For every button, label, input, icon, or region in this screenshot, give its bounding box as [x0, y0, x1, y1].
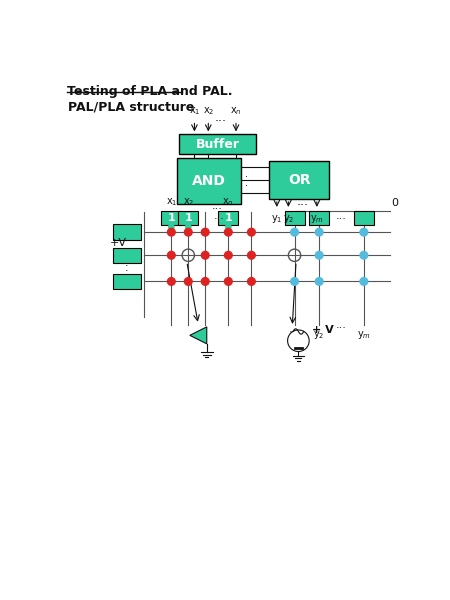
Text: + V: + V [312, 325, 334, 335]
Bar [284, 211, 305, 225]
Text: Testing of PLA and PAL.: Testing of PLA and PAL. [67, 85, 232, 98]
Circle shape [288, 249, 301, 262]
Circle shape [201, 229, 209, 236]
Text: y$_2$: y$_2$ [283, 213, 294, 225]
Text: x$_2$: x$_2$ [183, 196, 194, 208]
Text: 1: 1 [184, 213, 192, 223]
Text: x$_n$: x$_n$ [222, 196, 234, 208]
Circle shape [248, 229, 255, 236]
Circle shape [291, 278, 298, 285]
Text: AND: AND [192, 175, 225, 188]
Polygon shape [190, 327, 207, 344]
Text: OR: OR [288, 173, 310, 187]
Bar [113, 274, 140, 289]
Circle shape [201, 251, 209, 259]
Circle shape [182, 249, 194, 262]
Bar [113, 248, 140, 263]
Bar [178, 211, 198, 225]
Text: .: . [245, 178, 248, 188]
Text: 1: 1 [167, 213, 175, 223]
Text: .: . [245, 173, 248, 184]
Circle shape [315, 229, 323, 236]
Circle shape [291, 229, 298, 236]
Text: ...: ... [212, 201, 222, 211]
Text: ...: ... [215, 110, 227, 124]
Circle shape [360, 251, 368, 259]
Text: x$_2$: x$_2$ [202, 105, 214, 116]
Text: y$_m$: y$_m$ [310, 213, 324, 225]
Text: x$_1$: x$_1$ [166, 196, 177, 208]
Text: x$_1$: x$_1$ [189, 105, 200, 116]
Bar [161, 211, 181, 225]
Bar [113, 224, 140, 240]
Text: .: . [125, 263, 129, 272]
Circle shape [167, 229, 175, 236]
Bar [179, 134, 256, 154]
Text: .: . [125, 258, 129, 268]
Circle shape [225, 251, 232, 259]
Text: .: . [245, 169, 248, 179]
Circle shape [248, 278, 255, 285]
Text: ...: ... [214, 211, 225, 221]
Text: x$_n$: x$_n$ [230, 105, 242, 116]
Bar [354, 211, 374, 225]
Text: ...: ... [297, 195, 309, 208]
Text: ...: ... [336, 211, 347, 221]
Circle shape [184, 278, 192, 285]
Circle shape [315, 278, 323, 285]
Circle shape [184, 229, 192, 236]
Text: y$_m$: y$_m$ [357, 329, 371, 341]
Circle shape [315, 251, 323, 259]
Circle shape [169, 224, 174, 229]
Bar [218, 211, 239, 225]
Circle shape [225, 278, 232, 285]
Text: ...: ... [336, 320, 347, 329]
Circle shape [185, 224, 191, 229]
Circle shape [167, 251, 175, 259]
Text: Buffer: Buffer [196, 138, 239, 151]
Circle shape [360, 229, 368, 236]
Circle shape [291, 251, 298, 259]
Text: y$_1$: y$_1$ [271, 213, 283, 225]
Text: 0: 0 [392, 198, 399, 208]
Circle shape [288, 330, 309, 352]
Circle shape [360, 278, 368, 285]
Text: y$_2$: y$_2$ [314, 329, 325, 341]
Circle shape [248, 251, 255, 259]
Text: PAL/PLA structure: PAL/PLA structure [68, 100, 194, 113]
Text: +V: +V [110, 238, 127, 248]
Bar [309, 211, 329, 225]
Circle shape [225, 224, 231, 229]
Bar [177, 158, 241, 205]
Bar [269, 161, 329, 199]
Circle shape [201, 278, 209, 285]
Text: y$_1$: y$_1$ [289, 329, 300, 341]
Circle shape [167, 278, 175, 285]
Text: 1: 1 [225, 213, 232, 223]
Circle shape [225, 229, 232, 236]
Circle shape [184, 251, 192, 259]
